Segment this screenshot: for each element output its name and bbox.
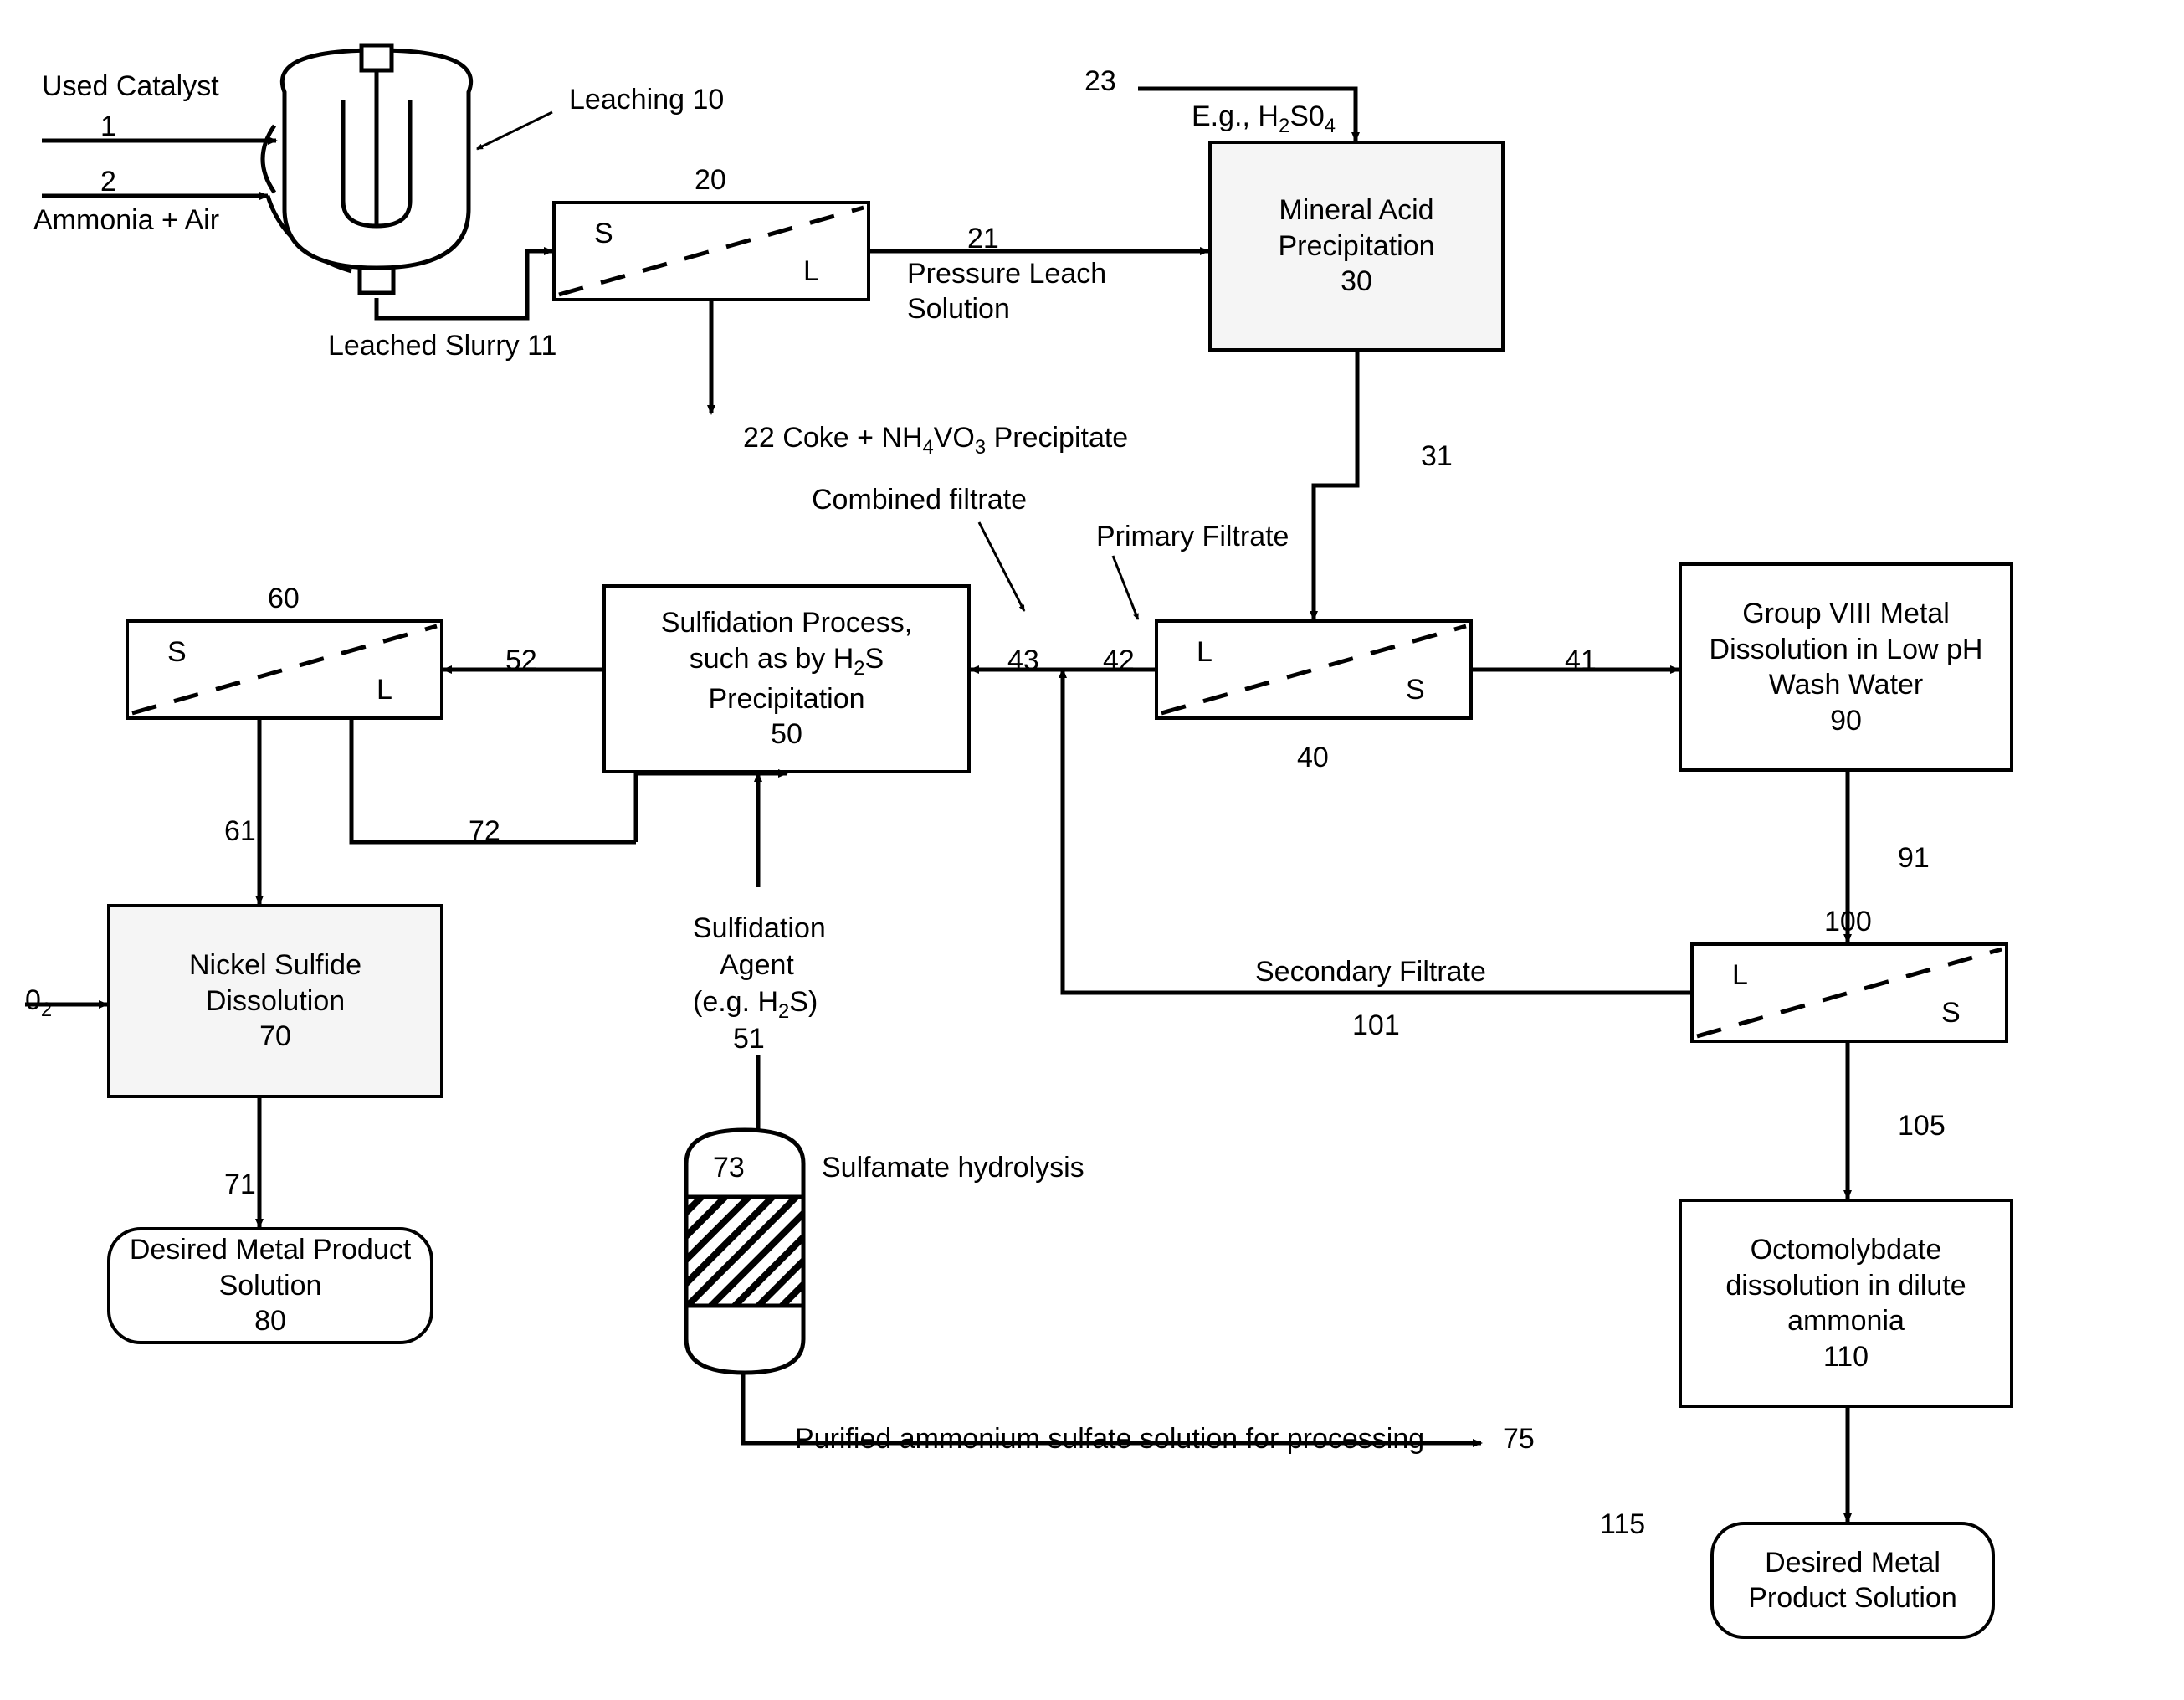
label-l_105: 105 (1898, 1110, 1946, 1143)
label-l_2: 2 (100, 166, 116, 198)
node-box30-line0: Mineral Acid (1279, 193, 1433, 229)
sep-sep40-L: L (1197, 636, 1212, 669)
sep-sep60-S: S (167, 636, 187, 669)
separator-sep60 (126, 619, 443, 720)
label-l_21b: Pressure Leach (907, 258, 1106, 290)
label-l_21a: 21 (967, 223, 999, 255)
node-box110: Octomolybdatedissolution in diluteammoni… (1679, 1199, 2013, 1408)
node-box50-line3: 50 (771, 716, 802, 752)
sep-sep20-S: S (594, 218, 613, 250)
label-l_71: 71 (224, 1168, 256, 1201)
node-box30: Mineral AcidPrecipitation30 (1208, 141, 1505, 352)
edge-e_31 (1314, 352, 1357, 619)
sep-sep40-S: S (1406, 674, 1425, 706)
label-l_72: 72 (469, 815, 500, 848)
label-l_60: 60 (268, 583, 300, 615)
sep-sep100-S: S (1941, 997, 1961, 1030)
separator-sep40 (1155, 619, 1473, 720)
sep-sep100-L: L (1732, 959, 1748, 992)
label-l_sulfagent3: (e.g. H2S) (693, 986, 818, 1024)
sep-sep60-L: L (377, 674, 392, 706)
node-box110-line2: ammonia (1787, 1303, 1905, 1339)
label-l_100: 100 (1824, 906, 1872, 938)
label-l_sulfagent2: Agent (720, 949, 794, 982)
label-l_23: 23 (1084, 65, 1116, 98)
node-box50-line1: such as by H2S (690, 641, 884, 681)
label-l_22: 22 Coke + NH4VO3 Precipitate (743, 422, 1128, 460)
node-round120: Desired MetalProduct Solution (1710, 1522, 1995, 1639)
label-l_combined: Combined filtrate (812, 484, 1027, 516)
label-l_sulfhydro: Sulfamate hydrolysis (822, 1152, 1084, 1184)
flowchart-diagram: SLMineral AcidPrecipitation30SLSulfidati… (0, 0, 2184, 1700)
node-box50: Sulfidation Process,such as by H2SPrecip… (602, 584, 971, 773)
label-l_20: 20 (695, 164, 726, 197)
label-l_1: 1 (100, 110, 116, 143)
label-l_75: 75 (1503, 1423, 1535, 1456)
label-l_23b: E.g., H2S04 (1192, 100, 1336, 138)
node-box70-line1: Dissolution (206, 984, 345, 1019)
label-l_leach10: Leaching 10 (569, 84, 724, 116)
edge-e_reactor_out (377, 251, 552, 318)
label-l_primary: Primary Filtrate (1096, 521, 1289, 553)
label-l_used_cat: Used Catalyst (42, 70, 219, 103)
node-box30-line1: Precipitation (1278, 229, 1434, 265)
label-l_52: 52 (505, 645, 537, 677)
reactor-vessel (263, 45, 471, 293)
node-box50-line2: Precipitation (708, 681, 864, 717)
node-box90-line2: Wash Water (1769, 667, 1924, 703)
separator-sep20 (552, 201, 870, 301)
node-round120-line0: Desired Metal (1765, 1545, 1940, 1581)
node-box90-line3: 90 (1830, 703, 1862, 739)
label-l_91: 91 (1898, 842, 1930, 875)
label-l_sulfagent1: Sulfidation (693, 912, 826, 945)
label-l_purified: Purified ammonium sulfate solution for p… (795, 1423, 1424, 1456)
label-l_31: 31 (1421, 440, 1453, 473)
label-l_41: 41 (1565, 645, 1597, 677)
label-l_sulfagent4: 51 (733, 1023, 765, 1055)
label-l_secondary: Secondary Filtrate (1255, 956, 1486, 989)
node-round80: Desired Metal ProductSolution80 (107, 1227, 433, 1344)
node-box50-line0: Sulfidation Process, (661, 605, 913, 641)
label-l_43: 43 (1007, 645, 1039, 677)
label-l_61: 61 (224, 815, 256, 848)
node-box90: Group VIII MetalDissolution in Low pHWas… (1679, 562, 2013, 772)
node-box70-line2: 70 (259, 1019, 291, 1055)
node-round80-line1: Solution (219, 1268, 322, 1304)
node-box110-line3: 110 (1823, 1339, 1869, 1375)
node-box110-line1: dissolution in dilute (1725, 1268, 1966, 1304)
node-round80-line0: Desired Metal Product (130, 1232, 411, 1268)
node-box30-line2: 30 (1341, 264, 1372, 300)
node-box70-line0: Nickel Sulfide (189, 948, 361, 984)
label-l_40: 40 (1297, 742, 1329, 774)
node-box90-line0: Group VIII Metal (1742, 596, 1950, 632)
edge-e_combined_ptr (979, 522, 1024, 611)
label-l_leached11: Leached Slurry 11 (328, 330, 556, 362)
edge-e_60S (636, 773, 787, 842)
edge-e_leach_ptr (477, 112, 552, 149)
label-l_o2: 02 (25, 984, 52, 1022)
node-round80-line2: 80 (254, 1303, 286, 1339)
node-round120-line1: Product Solution (1748, 1580, 1957, 1616)
label-l_101: 101 (1352, 1009, 1400, 1042)
edge-e_primary_ptr (1113, 556, 1138, 619)
label-l_42: 42 (1103, 645, 1135, 677)
label-l_ammonia: Ammonia + Air (33, 204, 219, 237)
label-l_73: 73 (713, 1152, 745, 1184)
node-box110-line0: Octomolybdate (1751, 1232, 1942, 1268)
separator-sep100 (1690, 942, 2008, 1043)
label-l_115: 115 (1600, 1508, 1645, 1541)
node-box70: Nickel SulfideDissolution70 (107, 904, 443, 1098)
node-box90-line1: Dissolution in Low pH (1710, 632, 1983, 668)
hydrolysis-vessel (686, 1130, 803, 1373)
sep-sep20-L: L (803, 255, 819, 288)
label-l_21c: Solution (907, 293, 1010, 326)
